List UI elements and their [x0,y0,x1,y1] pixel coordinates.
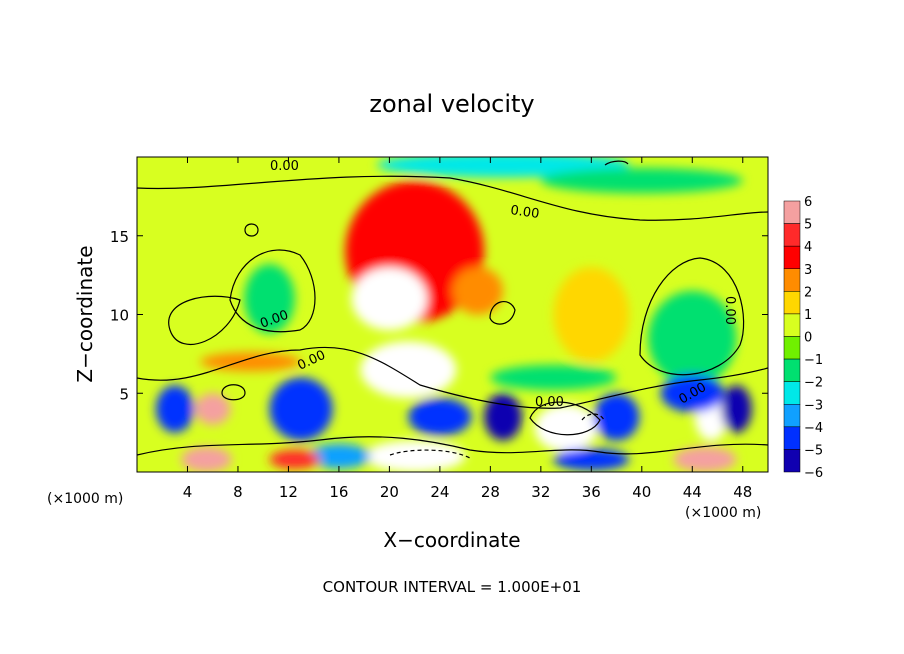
colorbar-swatch [783,245,801,270]
contour-interval-footer: CONTOUR INTERVAL = 1.000E+01 [323,578,582,596]
colorbar-label: 6 [804,195,812,210]
x-axis: 4 8 12 16 20 24 28 32 36 40 44 48 [183,157,752,501]
colorbar-label: −3 [804,398,823,413]
colorbar-label: 0 [804,331,812,346]
contour-line [221,384,246,401]
velocity-blob [593,393,640,441]
contour-line [639,257,745,376]
contour-line [137,175,768,221]
x-tick-label: 16 [329,483,348,501]
velocity-blob [269,449,320,469]
colorbar-swatch [783,404,801,428]
colorbar-label: −1 [804,353,823,368]
contour-label: 0.00 [270,159,299,174]
contour-line [137,346,768,409]
colorbar-swatch [783,426,801,450]
colorbar-swatch [783,381,801,405]
x-unit-note-left: (×1000 m) [47,491,123,507]
velocity-field [155,157,752,472]
colorbar-label: 3 [804,263,812,278]
colorbar-label: 4 [804,240,812,255]
y-tick-label: 10 [110,307,129,325]
x-tick-label: 24 [430,483,449,501]
colorbar-label: −2 [804,376,823,391]
contour-line [581,413,605,421]
contour-line [489,301,516,325]
velocity-blob [490,364,617,391]
colorbar-swatch [783,313,801,337]
velocity-blob [307,443,371,469]
contour-label: 0.00 [535,395,564,410]
colorbar-label: 2 [804,285,812,300]
x-unit-note-right: (×1000 m) [685,505,761,521]
y-axis: 5 10 15 [110,228,768,403]
velocity-blob [195,393,231,425]
velocity-blob [269,377,333,441]
colorbar-swatch [783,223,801,247]
colorbar-swatch [783,268,801,292]
contour-label: 0.00 [722,296,737,325]
x-tick-label: 8 [233,483,243,501]
velocity-blob [553,448,630,471]
y-tick-label: 15 [110,228,129,246]
x-tick-label: 36 [582,483,601,501]
x-tick-label: 32 [531,483,550,501]
velocity-blob [648,290,737,386]
x-tick-label: 40 [632,483,651,501]
velocity-blob [360,341,457,398]
colorbar: 6 5 4 3 2 1 0 −1 −2 −3 −4 −5 −6 [783,195,823,481]
x-tick-label: 20 [380,483,399,501]
velocity-blob [721,385,752,433]
y-axis-label: Z−coordinate [73,245,97,382]
colorbar-swatch [783,291,801,315]
contour-line [244,223,259,237]
x-tick-label: 12 [279,483,298,501]
velocity-blob [244,264,295,334]
x-tick-label: 44 [683,483,702,501]
x-tick-label: 4 [183,483,193,501]
colorbar-label: 5 [804,218,812,233]
velocity-blob [673,446,737,472]
colorbar-swatch [783,358,801,382]
contour-line [137,436,768,456]
velocity-blob [553,267,630,362]
velocity-blob [200,352,302,372]
velocity-blob [484,393,522,441]
velocity-blob [452,267,503,315]
colorbar-label: −4 [804,421,823,436]
contour-line [229,249,316,333]
colorbar-label: −5 [804,443,823,458]
contour-line [604,160,629,166]
contour-line [529,401,601,436]
x-tick-label: 48 [733,483,752,501]
zero-contours [137,160,768,459]
velocity-blob [408,397,472,436]
velocity-blob [155,385,194,433]
velocity-blob [364,440,466,472]
velocity-blob [534,404,598,452]
colorbar-swatch [783,200,801,224]
colorbar-label: 1 [804,308,812,323]
velocity-blob [181,446,232,472]
y-tick-label: 5 [119,385,129,403]
contour-line [168,295,241,346]
velocity-blob [660,374,724,413]
colorbar-swatch [783,336,801,360]
colorbar-swatch [783,449,801,473]
x-axis-label: X−coordinate [383,528,520,552]
x-tick-label: 28 [481,483,500,501]
colorbar-label: −6 [804,466,823,481]
plot-area: 0.00 0.00 0.00 0.00 0.00 0.00 0.00 [137,157,768,472]
contour-label: 0.00 [509,203,540,222]
chart-title: zonal velocity [369,90,534,118]
velocity-blob [540,168,743,194]
velocity-blob [351,267,428,331]
